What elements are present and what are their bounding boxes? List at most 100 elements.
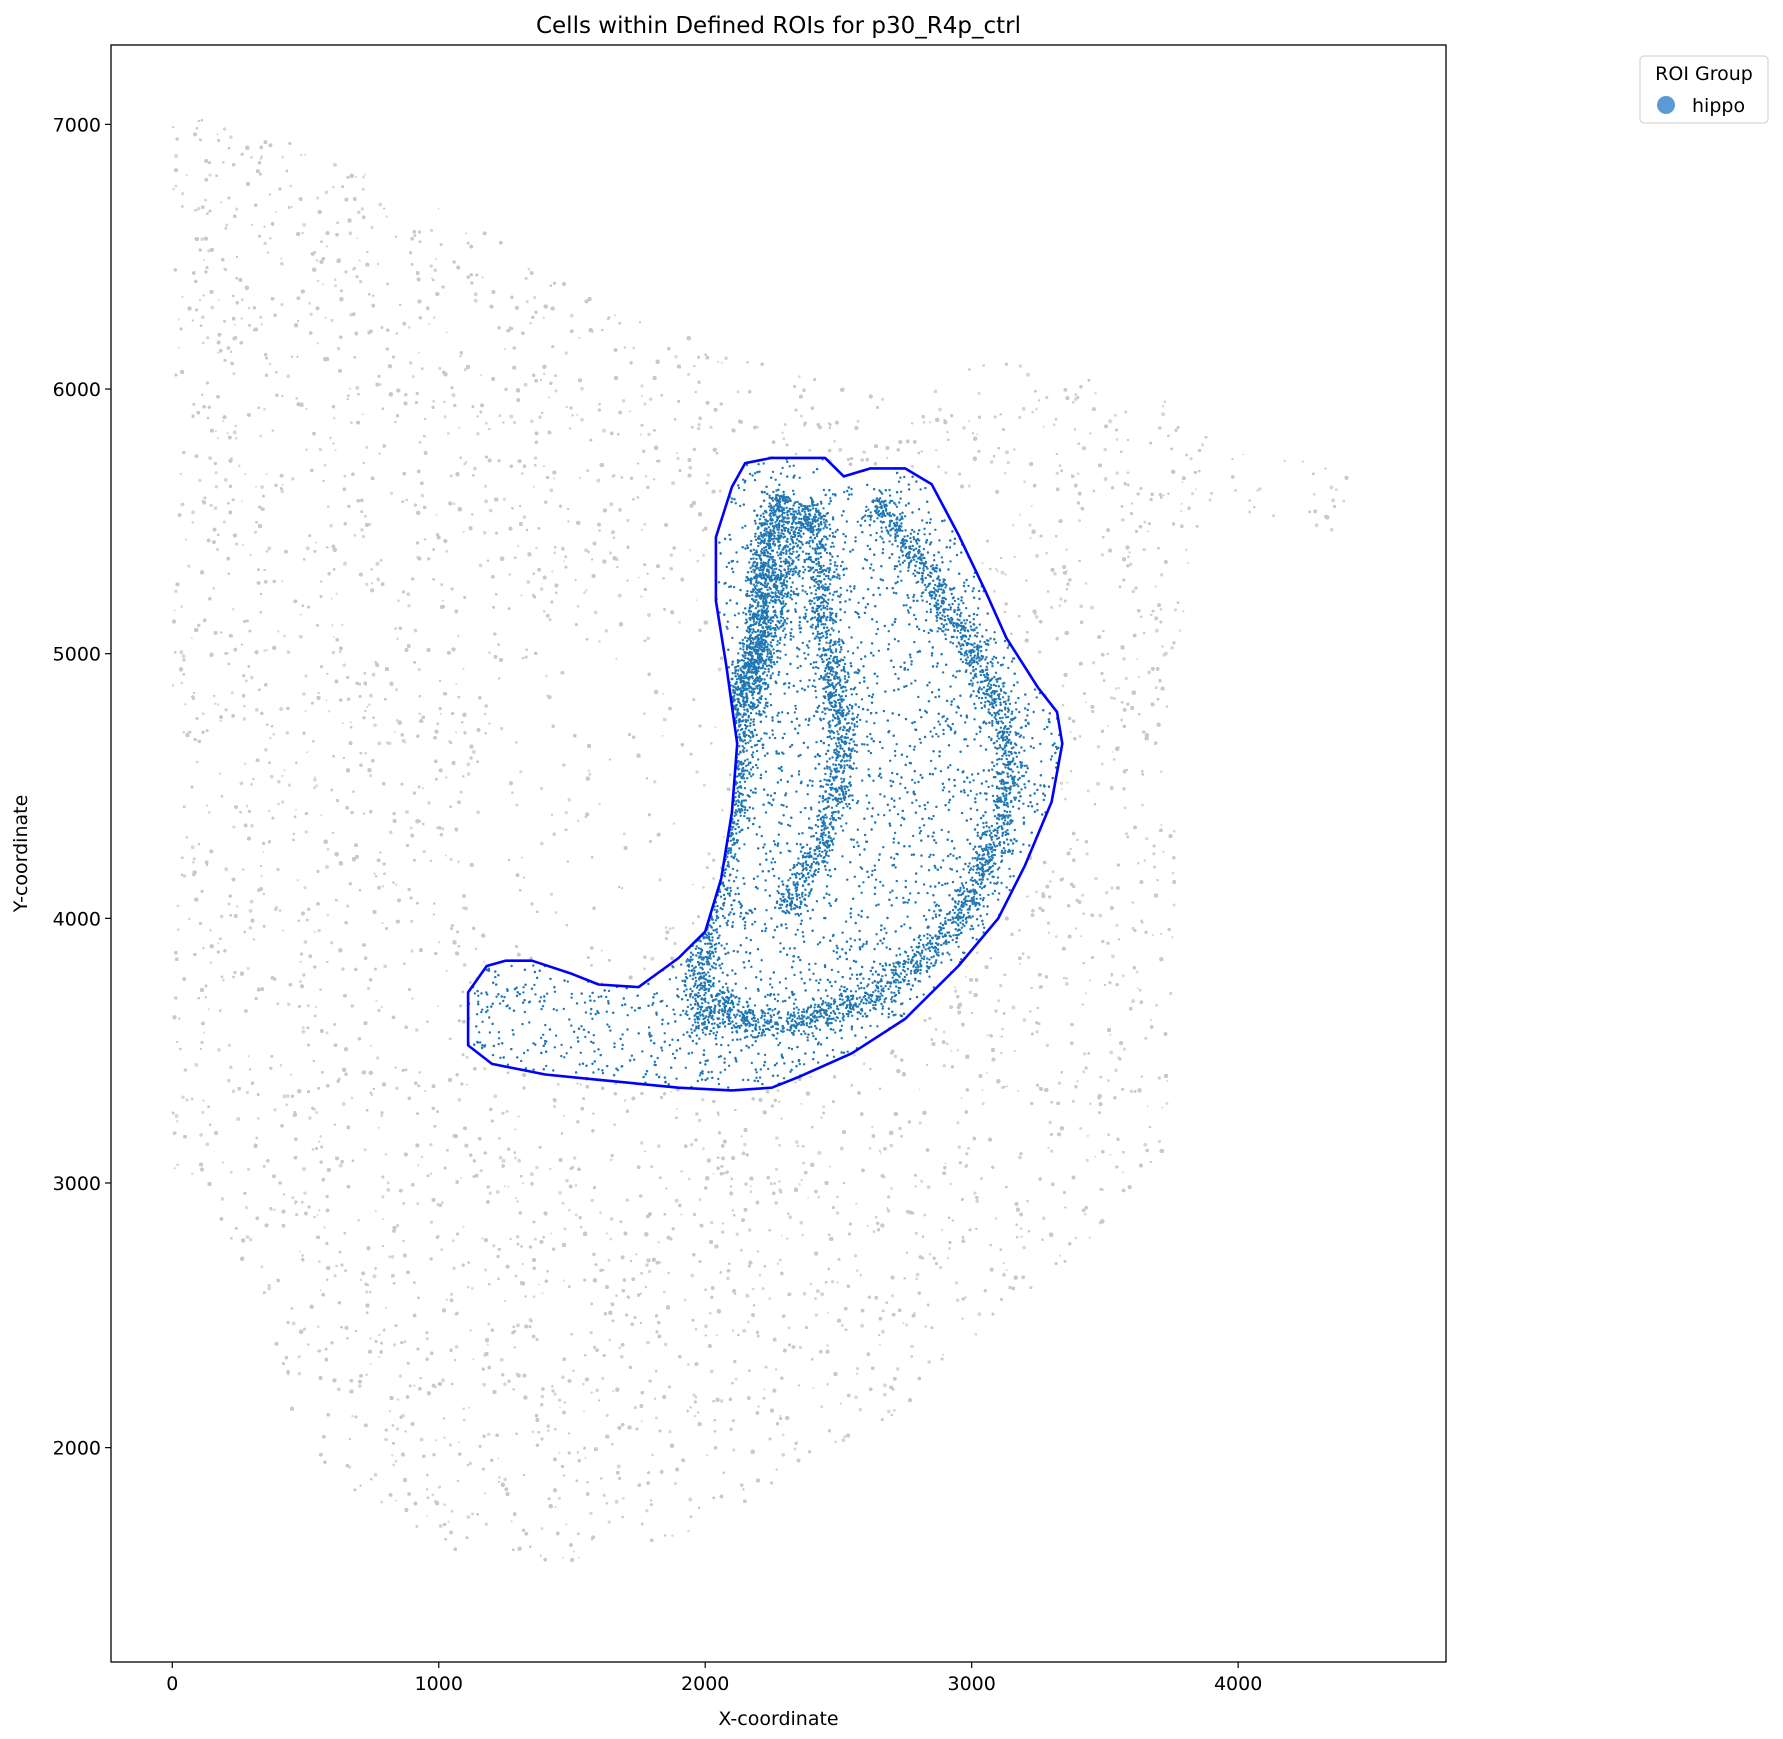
- background-cell: [243, 762, 247, 765]
- background-cell: [255, 485, 257, 488]
- background-cell: [223, 477, 228, 482]
- background-cell: [1136, 658, 1139, 661]
- background-cell: [497, 1457, 500, 1460]
- background-cell: [290, 205, 293, 208]
- background-cell: [381, 922, 384, 925]
- background-cell: [315, 1005, 318, 1009]
- background-cell: [378, 1355, 381, 1359]
- background-cell: [213, 702, 217, 705]
- background-cell: [499, 1357, 504, 1362]
- background-cell: [503, 1477, 508, 1482]
- background-cell: [445, 549, 449, 553]
- background-cell: [689, 1142, 694, 1147]
- background-cell: [673, 1482, 677, 1485]
- background-cell: [432, 316, 436, 319]
- background-cell: [179, 650, 184, 655]
- background-cell: [1086, 1134, 1089, 1137]
- background-cell: [221, 1161, 225, 1164]
- background-cell: [273, 1208, 276, 1212]
- background-cell: [722, 1171, 726, 1175]
- background-cell: [435, 513, 438, 516]
- background-cell: [782, 1433, 785, 1437]
- chart-title: Cells within Defined ROIs for p30_R4p_ct…: [536, 13, 1021, 39]
- background-cell: [1117, 687, 1120, 690]
- background-cell: [1113, 413, 1117, 417]
- background-cell: [427, 801, 431, 805]
- background-cell: [583, 591, 586, 594]
- background-cell: [188, 917, 191, 921]
- background-cell: [229, 135, 233, 139]
- background-cell: [413, 628, 418, 633]
- background-cell: [694, 1395, 698, 1399]
- background-cell: [267, 1286, 272, 1291]
- background-cell: [835, 1211, 840, 1215]
- background-cell: [330, 597, 333, 600]
- background-cell: [718, 489, 722, 493]
- background-cell: [316, 196, 319, 200]
- background-cell: [640, 394, 643, 397]
- background-cell: [516, 1200, 519, 1203]
- background-cell: [1166, 1079, 1169, 1082]
- background-cell: [706, 473, 710, 477]
- background-cell: [1161, 404, 1165, 408]
- background-cell: [747, 1228, 752, 1232]
- background-cell: [517, 545, 520, 548]
- background-cell: [472, 466, 477, 471]
- background-cell: [538, 1283, 540, 1286]
- background-cell: [724, 356, 728, 361]
- background-cell: [308, 1116, 312, 1120]
- background-cell: [181, 502, 185, 506]
- background-cell: [1154, 1003, 1158, 1007]
- background-cell: [232, 372, 236, 376]
- background-cell: [201, 341, 205, 345]
- background-cell: [250, 823, 254, 828]
- background-cell: [176, 1163, 179, 1167]
- background-cell: [281, 580, 284, 583]
- background-cell: [483, 960, 486, 963]
- background-cell: [607, 1258, 611, 1262]
- background-cell: [315, 1111, 319, 1114]
- background-cell: [608, 1338, 612, 1342]
- background-cell: [777, 1100, 781, 1104]
- background-cell: [325, 1031, 329, 1035]
- background-cell: [202, 1099, 205, 1102]
- background-cell: [515, 740, 518, 744]
- background-cell: [1154, 628, 1159, 633]
- background-cell: [554, 1505, 557, 1509]
- background-cell: [1000, 1051, 1003, 1055]
- background-cell: [671, 1534, 674, 1538]
- background-cell: [398, 1374, 402, 1378]
- background-cell: [910, 1344, 914, 1349]
- background-cell: [280, 489, 285, 494]
- background-cell: [301, 1026, 305, 1030]
- background-cell: [1112, 696, 1116, 701]
- background-cell: [358, 279, 363, 284]
- background-cell: [794, 1081, 797, 1084]
- background-cell: [375, 999, 378, 1002]
- background-cell: [796, 1144, 800, 1148]
- background-cell: [657, 1240, 660, 1244]
- background-cell: [1088, 1236, 1091, 1239]
- background-cell: [468, 1461, 473, 1466]
- background-cell: [295, 808, 298, 811]
- background-cell: [615, 657, 618, 660]
- background-cell: [1123, 806, 1127, 810]
- background-cell: [322, 283, 324, 286]
- background-cell: [960, 1097, 963, 1100]
- background-cell: [1149, 1018, 1153, 1022]
- background-cell: [1143, 520, 1147, 524]
- background-cell: [484, 499, 489, 504]
- background-cell: [304, 674, 308, 678]
- background-cell: [449, 857, 453, 862]
- background-cell: [1031, 410, 1035, 414]
- background-cell: [201, 712, 205, 716]
- background-cell: [1088, 979, 1091, 982]
- background-cell: [780, 1234, 783, 1237]
- background-cell: [480, 374, 483, 376]
- background-cell: [1018, 513, 1021, 516]
- background-cell: [599, 1211, 602, 1215]
- background-cell: [1053, 572, 1057, 576]
- background-cell: [443, 1503, 446, 1506]
- background-cell: [483, 712, 487, 716]
- background-cell: [1071, 1099, 1076, 1103]
